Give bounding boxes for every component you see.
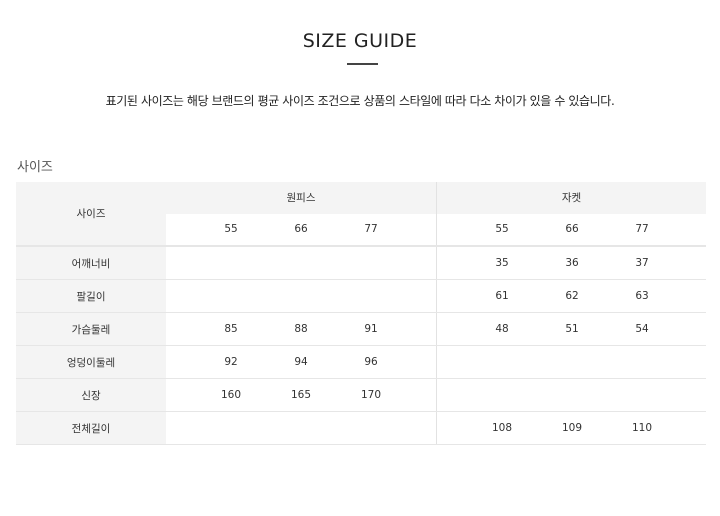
size-disclaimer: 표기된 사이즈는 해당 브랜드의 평균 사이즈 조건으로 상품의 스타일에 따라… xyxy=(105,94,615,108)
group-cells: 48 51 54 xyxy=(436,313,706,345)
group-cells: 85 88 91 xyxy=(166,313,436,345)
measurement-cell: 92 xyxy=(224,356,238,368)
group-jacket: 자켓 55 66 77 xyxy=(436,182,706,245)
group-cells xyxy=(166,280,436,312)
title-divider xyxy=(347,63,378,65)
measurement-cell: 63 xyxy=(635,290,649,302)
measurement-cell: 85 xyxy=(224,323,238,335)
group-cells: 160 165 170 xyxy=(166,379,436,411)
page-title: SIZE GUIDE xyxy=(302,30,418,52)
table-row: 엉덩이둘레 92 94 96 xyxy=(16,346,706,379)
measurement-cell: 165 xyxy=(290,389,312,401)
size-header: 55 xyxy=(224,223,238,236)
measurement-cell: 36 xyxy=(565,257,579,269)
group-cells xyxy=(166,247,436,279)
size-header: 66 xyxy=(294,223,308,236)
measurement-cell: 61 xyxy=(495,290,509,302)
measurement-cell: 62 xyxy=(565,290,579,302)
row-label: 팔길이 xyxy=(16,280,166,312)
group-cells xyxy=(436,379,706,411)
group-onepiece: 원피스 55 66 77 xyxy=(166,182,436,245)
size-header: 77 xyxy=(635,223,649,236)
table-row: 전체길이 108 109 110 xyxy=(16,412,706,445)
size-header: 66 xyxy=(565,223,579,236)
measurement-cell: 48 xyxy=(495,323,509,335)
group-cells xyxy=(436,346,706,378)
row-label: 가슴둘레 xyxy=(16,313,166,345)
section-label: 사이즈 xyxy=(17,160,53,175)
measurement-cell: 108 xyxy=(491,422,513,434)
group-cells: 61 62 63 xyxy=(436,280,706,312)
table-row: 팔길이 61 62 63 xyxy=(16,280,706,313)
table-row: 신장 160 165 170 xyxy=(16,379,706,412)
size-header: 77 xyxy=(364,223,378,236)
measurement-cell: 91 xyxy=(364,323,378,335)
measurement-cell: 51 xyxy=(565,323,579,335)
measurement-cell: 35 xyxy=(495,257,509,269)
size-header: 55 xyxy=(495,223,509,236)
row-label: 엉덩이둘레 xyxy=(16,346,166,378)
measurement-cell: 170 xyxy=(360,389,382,401)
group-name: 자켓 xyxy=(437,182,706,214)
table-row: 가슴둘레 85 88 91 48 51 54 xyxy=(16,313,706,346)
measurement-cell: 88 xyxy=(294,323,308,335)
measurement-cell: 54 xyxy=(635,323,649,335)
group-cells: 92 94 96 xyxy=(166,346,436,378)
row-label: 신장 xyxy=(16,379,166,411)
measurement-cell: 96 xyxy=(364,356,378,368)
table-row: 어깨너비 35 36 37 xyxy=(16,247,706,280)
measurement-cell: 110 xyxy=(631,422,653,434)
size-table: 사이즈 원피스 55 66 77 자켓 55 66 77 어깨너비 35 36 37 팔… xyxy=(16,182,706,445)
group-cells: 35 36 37 xyxy=(436,247,706,279)
corner-header: 사이즈 xyxy=(16,182,166,245)
group-name: 원피스 xyxy=(166,182,436,214)
group-cells xyxy=(166,412,436,444)
row-label: 전체길이 xyxy=(16,412,166,444)
group-cells: 108 109 110 xyxy=(436,412,706,444)
measurement-cell: 109 xyxy=(561,422,583,434)
measurement-cell: 37 xyxy=(635,257,649,269)
measurement-cell: 94 xyxy=(294,356,308,368)
table-header: 사이즈 원피스 55 66 77 자켓 55 66 77 xyxy=(16,182,706,247)
measurement-cell: 160 xyxy=(220,389,242,401)
row-label: 어깨너비 xyxy=(16,247,166,279)
